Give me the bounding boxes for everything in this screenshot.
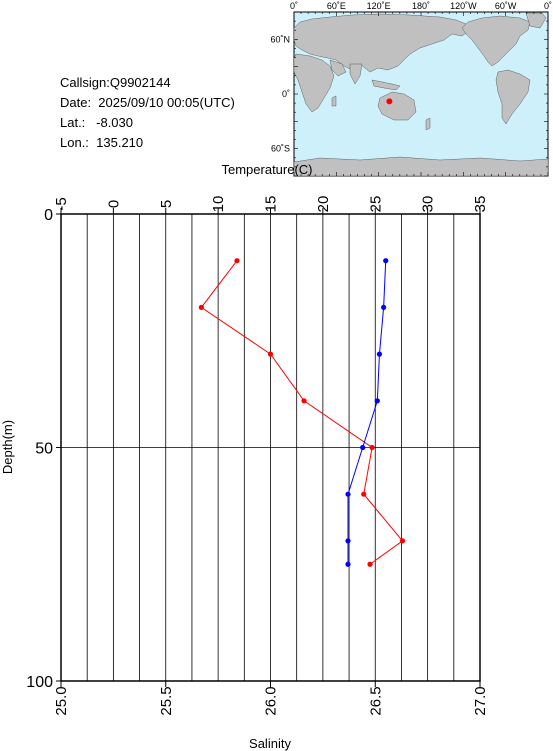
depth-axis-label: Depth(m) [0,420,15,474]
land-indonesia [371,79,401,91]
map-lon-label: 120˚W [450,1,477,11]
world-map: 0˚ 60˚E 120˚E 180˚ 120˚W 60˚W 0˚ 60˚N 0˚ 60˚S [270,1,552,177]
temperature-tick-label: 5 [158,200,175,208]
salinity-line [347,260,387,565]
map-lat-label: 60˚N [270,34,290,44]
temperature-tick-label: 35 [472,196,489,213]
temperature-point [234,258,240,264]
salinity-point [381,304,387,310]
salinity-tick-label: 26.0 [263,686,280,715]
temperature-line [200,260,404,565]
temperature-point [361,491,367,497]
map-land [293,12,549,177]
salinity-axis-label: Salinity [249,736,291,751]
axis-ticks [56,208,481,687]
land-north-america [461,15,531,67]
map-lon-label: 0˚ [544,1,552,11]
salinity-tick-label: 25.0 [53,686,70,715]
map-lon-label: 180˚ [412,1,430,11]
salinity-tick-label: 26.5 [367,686,384,715]
temperature-point [198,304,204,310]
salinity-point [374,398,380,404]
map-lat-label: 60˚S [271,144,290,154]
land-eurasia [293,13,471,73]
chart-series [198,258,406,567]
date-text: Date: 2025/09/10 00:05(UTC) [60,95,235,110]
land-arabia [329,59,347,77]
depth-tick-label: 50 [35,441,53,458]
salinity-point [345,491,351,497]
map-lon-label: 0˚ [290,1,298,11]
salinity-tick-label: 25.5 [158,686,175,715]
temperature-tick-label: 20 [315,196,332,213]
temperature-point [399,538,406,544]
latitude-text: Lat.: -8.030 [60,115,133,130]
temperature-tick-label: -5 [53,197,70,210]
temperature-tick-label: 0 [105,200,122,208]
map-longitude-labels: 0˚ 60˚E 120˚E 180˚ 120˚W 60˚W 0˚ [290,1,552,11]
map-ticks [293,11,549,177]
salinity-point [345,538,351,544]
temperature-point [369,444,375,451]
land-greenland [525,12,547,29]
land-india [349,63,363,85]
map-lon-label: 60˚W [495,1,517,11]
temperature-tick-label: 10 [210,196,227,213]
salinity-tick-label: 27.0 [472,686,489,715]
salinity-point [383,258,389,264]
map-lat-label: 0˚ [282,89,290,99]
chart-grid [60,213,481,682]
depth-tick-label: 100 [26,674,53,691]
land-south-america [495,69,531,125]
temperature-point [267,351,274,357]
temperature-tick-label: 15 [263,196,280,213]
map-latitude-labels: 60˚N 0˚ 60˚S [270,34,290,153]
land-new-zealand [425,117,431,131]
salinity-tick-labels: 25.0 25.5 26.0 26.5 27.0 [53,686,489,715]
temperature-axis-label: Temperature(C) [221,162,312,177]
salinity-point [376,351,383,357]
float-location-marker [386,98,393,105]
temperature-point [367,561,373,567]
callsign-text: Callsign:Q9902144 [60,75,171,90]
land-madagascar [331,95,337,107]
map-lon-label: 120˚E [367,1,391,11]
depth-tick-labels: 0 50 100 [26,207,53,691]
salinity-point [360,444,366,451]
map-lon-label: 60˚E [327,1,346,11]
salinity-point [345,561,351,567]
temperature-point [301,398,307,404]
depth-tick-label: 0 [44,207,53,224]
temperature-tick-label: 30 [420,196,437,213]
longitude-text: Lon.: 135.210 [60,135,144,150]
temperature-tick-label: 25 [367,196,384,213]
float-info: Callsign:Q9902144 Date: 2025/09/10 00:05… [60,73,235,153]
temperature-tick-labels: -5 0 5 10 15 20 25 30 35 [53,196,489,213]
land-africa [293,53,335,113]
